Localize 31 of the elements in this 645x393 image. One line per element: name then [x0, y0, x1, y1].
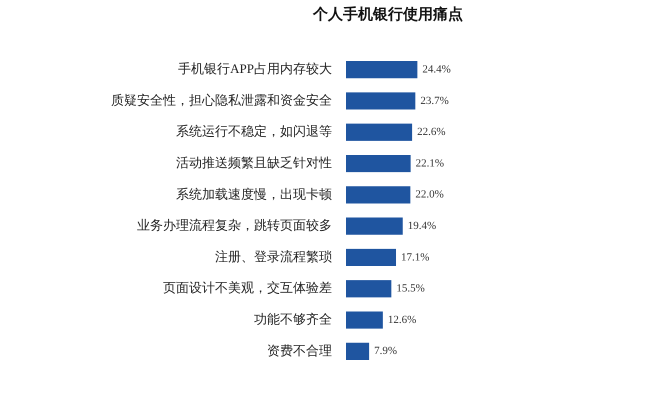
- data-label: 7.9%: [374, 345, 398, 358]
- y-tick-label: 质疑安全性，担心隐私泄露和资金安全: [111, 92, 332, 108]
- y-tick-label: 页面设计不美观，交互体验差: [163, 280, 332, 296]
- data-label: 15.5%: [396, 282, 425, 295]
- data-label: 17.1%: [401, 251, 430, 264]
- data-label: 24.4%: [422, 64, 451, 76]
- data-label: 22.6%: [417, 126, 446, 138]
- y-tick-label: 系统运行不稳定，如闪退等: [176, 124, 332, 139]
- data-label: 23.7%: [420, 94, 449, 107]
- y-tick-label: 手机银行APP占用内存较大: [178, 61, 332, 76]
- bar: [346, 248, 396, 266]
- bar: [346, 61, 418, 78]
- bar: [346, 154, 411, 172]
- bar: [346, 186, 410, 204]
- y-tick-label: 注册、登录流程繁琐: [215, 248, 332, 264]
- y-tick-label: 功能不够齐全: [254, 311, 332, 326]
- data-label: 19.4%: [408, 220, 436, 232]
- y-tick-label: 系统加载速度慢，出现卡顿: [176, 186, 332, 202]
- data-label: 22.0%: [415, 188, 444, 201]
- bar: [346, 124, 412, 141]
- bar: [346, 342, 370, 360]
- data-label: 22.1%: [416, 157, 444, 170]
- y-tick-label: 业务办理流程复杂，跳转页面较多: [137, 218, 332, 233]
- y-tick-label: 资费不合理: [267, 342, 332, 358]
- bar: [346, 92, 416, 110]
- chart-title: 个人手机银行使用痛点: [312, 6, 463, 23]
- data-label: 12.6%: [388, 314, 416, 326]
- bar: [346, 218, 403, 235]
- bar: [346, 311, 383, 329]
- bar: [346, 280, 392, 298]
- y-tick-label: 活动推送频繁且缺乏针对性: [176, 154, 332, 170]
